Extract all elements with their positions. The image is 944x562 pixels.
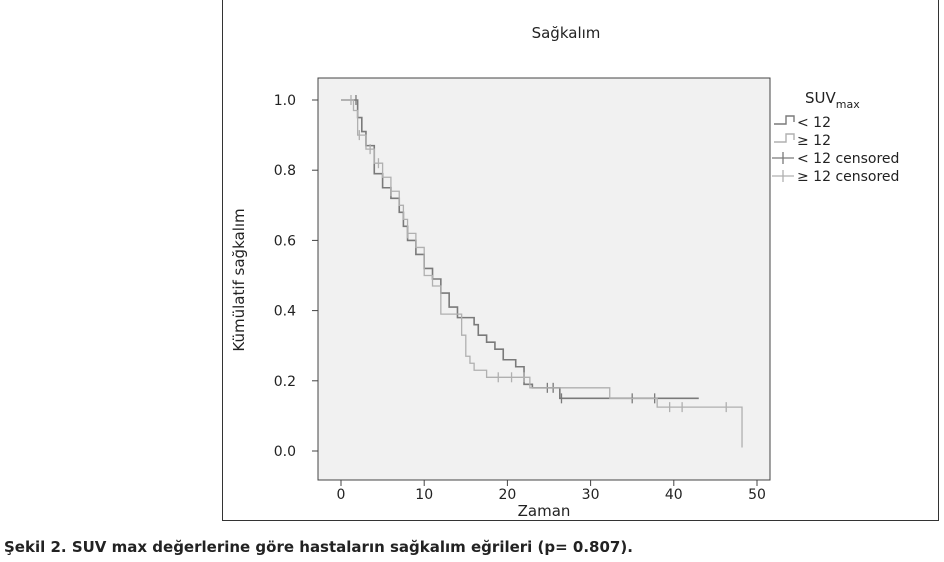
legend-entry: < 12 [797, 115, 831, 131]
x-tick-label: 40 [665, 487, 683, 503]
y-tick-label: 0.4 [274, 304, 296, 320]
legend-line-swatch [774, 133, 795, 143]
y-tick-label: 0.0 [274, 444, 296, 460]
x-tick-label: 50 [748, 487, 766, 503]
y-axis-label: Kümülatif sağkalım [230, 208, 248, 351]
survival-curve-lt12 [341, 99, 699, 400]
survival-curve-ge12 [341, 99, 743, 448]
x-tick-label: 20 [498, 487, 516, 503]
figure-frame [222, 0, 939, 521]
legend-entry: ≥ 12 censored [797, 169, 899, 185]
legend-title: SUVmax [805, 89, 860, 111]
legend-line-swatch [774, 115, 795, 125]
x-tick-label: 30 [582, 487, 600, 503]
legend-entry: < 12 censored [797, 151, 899, 167]
x-axis-label: Zaman [518, 502, 571, 520]
legend-entry: ≥ 12 [797, 133, 831, 149]
plot-area [317, 77, 771, 481]
legend: SUVmax < 12 ≥ 12 < 12 censored ≥ 12 censore… [772, 89, 899, 185]
y-tick-label: 1.0 [274, 93, 296, 109]
y-tick-label: 0.8 [274, 163, 296, 179]
x-tick-label: 0 [337, 487, 346, 503]
y-tick-label: 0.6 [274, 233, 296, 249]
figure-caption: Şekil 2. SUV max değerlerine göre hastal… [4, 538, 633, 556]
x-tick-label: 10 [415, 487, 433, 503]
chart-title: Sağkalım [532, 24, 601, 42]
y-tick-label: 0.2 [274, 374, 296, 390]
